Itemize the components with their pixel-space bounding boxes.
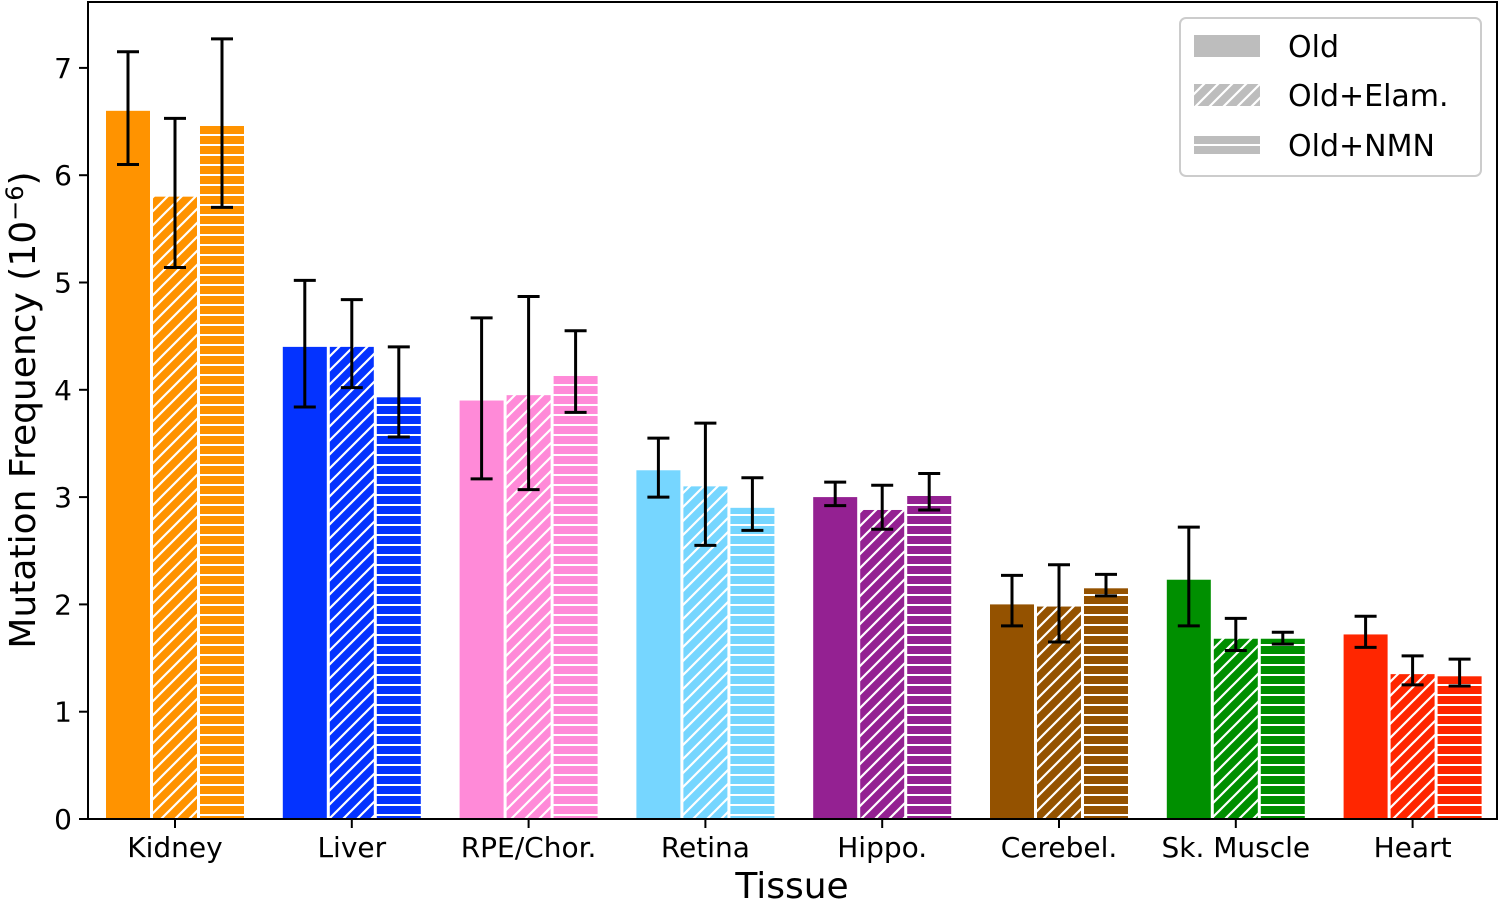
legend-label-old-nmn: Old+NMN bbox=[1288, 129, 1435, 164]
error-bar-liver-old-elam bbox=[340, 298, 363, 390]
error-bar-liver-old bbox=[293, 278, 316, 409]
error-bar-kidney-old bbox=[117, 50, 139, 166]
error-bar-cerebel-old bbox=[1001, 573, 1023, 628]
legend-swatch-old bbox=[1194, 35, 1260, 57]
x-axis-title: Tissue bbox=[734, 866, 848, 901]
error-bar-cerebel-old-elam bbox=[1048, 563, 1070, 644]
y-axis: 0 1 2 3 4 5 6 7 bbox=[54, 52, 88, 836]
bar-kidney-old-elam bbox=[153, 196, 197, 819]
error-bar-sk-muscle-old bbox=[1177, 525, 1200, 628]
bar-kidney-old bbox=[106, 110, 150, 819]
error-bar-heart-old bbox=[1354, 614, 1377, 649]
bar-hippo-old-elam bbox=[860, 509, 905, 819]
y-tick-label-1: 1 bbox=[54, 696, 72, 729]
bar-liver-old-nmn bbox=[376, 397, 421, 819]
plot-frame bbox=[87, 1, 1498, 820]
x-tick-label-cerebel: Cerebel. bbox=[1001, 831, 1118, 864]
error-bar-hippo-old-elam bbox=[871, 483, 894, 531]
bar-heart-old bbox=[1343, 634, 1388, 819]
y-tick-label-5: 5 bbox=[54, 267, 72, 300]
y-axis-title-close: ) bbox=[3, 171, 44, 185]
legend-label-old: Old bbox=[1288, 30, 1339, 65]
y-tick-label-4: 4 bbox=[54, 374, 72, 407]
x-tick-label-heart: Heart bbox=[1374, 831, 1452, 864]
error-bar-retina-old-elam bbox=[694, 421, 717, 547]
x-tick-label-retina: Retina bbox=[661, 831, 750, 864]
error-bar-kidney-old-nmn bbox=[211, 37, 233, 209]
legend-label-old-elam: Old+Elam. bbox=[1288, 79, 1449, 114]
y-tick-label-6: 6 bbox=[54, 159, 72, 192]
bar-cerebel-old-nmn bbox=[1084, 588, 1128, 819]
x-tick-label-sk-muscle: Sk. Muscle bbox=[1161, 831, 1310, 864]
y-axis-title: Mutation Frequency (10−6) bbox=[1, 171, 44, 648]
error-bar-heart-old-nmn bbox=[1448, 657, 1471, 688]
bar-retina-old-nmn bbox=[730, 507, 775, 819]
y-axis-title-exponent: −6 bbox=[1, 185, 29, 220]
legend: Old Old+Elam. Old+NMN bbox=[1179, 17, 1482, 177]
error-bar-cerebel-old-nmn bbox=[1095, 572, 1117, 598]
y-tick-label-0: 0 bbox=[54, 803, 72, 836]
error-bar-retina-old bbox=[647, 436, 670, 499]
bar-liver-old bbox=[282, 346, 327, 819]
legend-swatch-old-elam bbox=[1194, 84, 1260, 106]
bar-hippo-old-nmn bbox=[907, 494, 952, 819]
bar-heart-old-elam bbox=[1390, 674, 1435, 819]
x-axis: Kidney Liver RPE/Chor. Retina Hippo. Cerebel.… bbox=[127, 819, 1452, 864]
bar-liver-old-elam bbox=[329, 346, 374, 819]
bar-heart-old-nmn bbox=[1437, 676, 1482, 819]
error-bar-rpe-chor-old bbox=[470, 316, 493, 481]
error-bar-liver-old-nmn bbox=[387, 345, 410, 439]
x-tick-label-liver: Liver bbox=[317, 831, 386, 864]
error-bar-hippo-old-nmn bbox=[918, 471, 941, 512]
bar-cerebel-old bbox=[990, 604, 1034, 819]
bar-rpe-chor-old-nmn bbox=[553, 374, 598, 819]
y-tick-label-3: 3 bbox=[54, 481, 72, 514]
bar-hippo-old bbox=[813, 497, 858, 819]
error-bar-heart-old-elam bbox=[1401, 654, 1424, 687]
y-tick-label-2: 2 bbox=[54, 588, 72, 621]
error-bars-group bbox=[117, 37, 1471, 688]
bars-group bbox=[106, 110, 1482, 820]
error-bar-rpe-chor-old-elam bbox=[517, 294, 540, 492]
legend-swatch-old-nmn bbox=[1194, 134, 1260, 156]
error-bar-sk-muscle-old-nmn bbox=[1271, 630, 1294, 646]
error-bar-kidney-old-elam bbox=[164, 116, 186, 269]
bar-sk-muscle-old-elam bbox=[1213, 638, 1258, 819]
y-axis-title-main: Mutation Frequency (10 bbox=[3, 221, 44, 649]
error-bar-sk-muscle-old-elam bbox=[1224, 616, 1247, 653]
error-bar-hippo-old bbox=[824, 480, 847, 508]
error-bar-rpe-chor-old-nmn bbox=[564, 329, 587, 414]
bar-sk-muscle-old-nmn bbox=[1260, 638, 1305, 819]
x-tick-label-kidney: Kidney bbox=[127, 831, 222, 864]
bar-kidney-old-nmn bbox=[200, 125, 244, 820]
error-bar-retina-old-nmn bbox=[741, 476, 764, 532]
bar-retina-old bbox=[636, 470, 681, 819]
x-tick-label-hippo: Hippo. bbox=[837, 831, 927, 864]
x-tick-label-rpe-chor: RPE/Chor. bbox=[461, 831, 597, 864]
y-tick-label-7: 7 bbox=[54, 52, 72, 85]
